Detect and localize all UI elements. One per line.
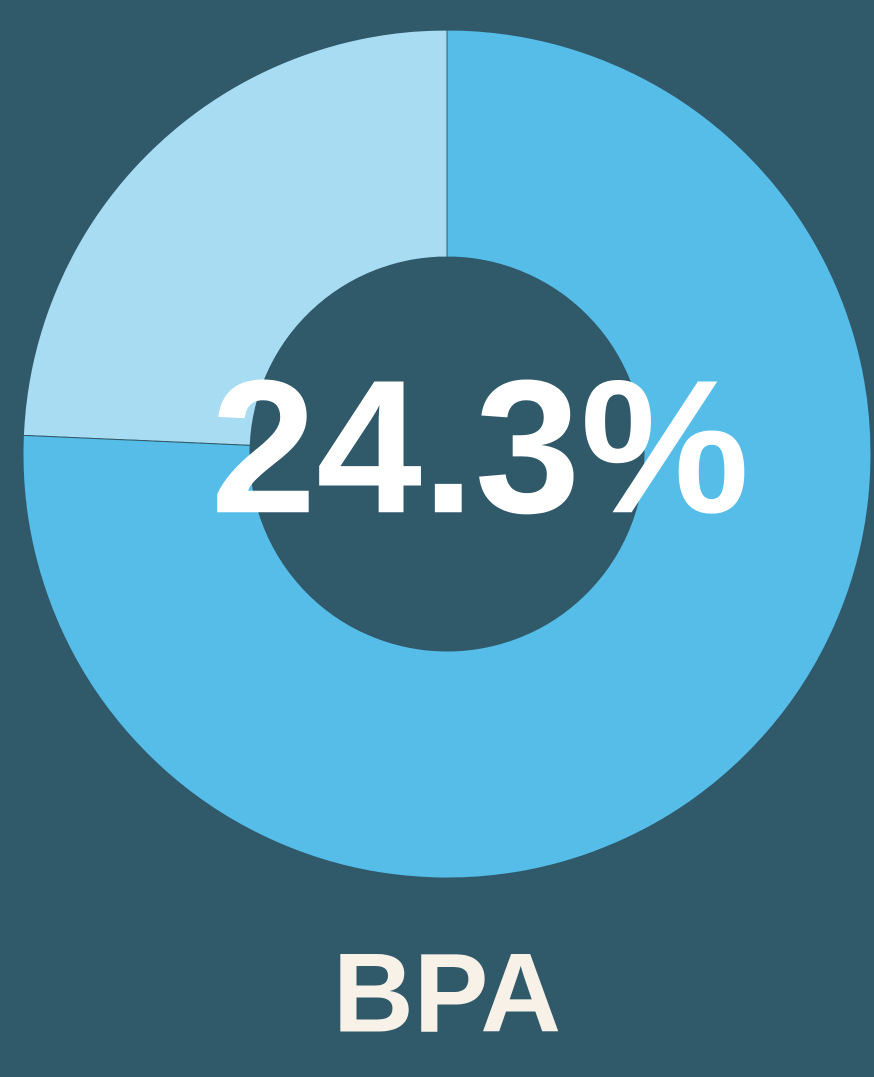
center-label: 24.3% [211,341,750,553]
slices [22,29,872,879]
slice [22,29,872,879]
category-label: BPA [333,931,561,1056]
slice [22,29,448,446]
